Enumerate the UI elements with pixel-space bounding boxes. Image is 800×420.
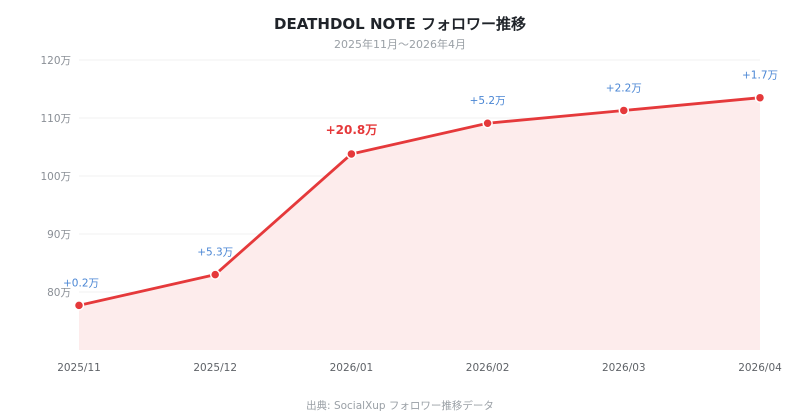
data-label: +0.2万 (63, 277, 99, 289)
source-note: 出典: SocialXup フォロワー推移データ (306, 399, 494, 412)
y-tick-label: 110万 (40, 113, 71, 125)
x-tick-label: 2025/11 (57, 362, 101, 374)
chart-title: DEATHDOL NOTE フォロワー推移 (274, 15, 526, 33)
data-point (482, 117, 493, 129)
area-path (79, 97, 760, 350)
data-labels: +0.2万 +5.3万 +20.8万 +5.2万 +2.2万 +1.7万 (63, 70, 778, 290)
data-label: +5.2万 (470, 95, 506, 107)
x-axis: 2025/11 2025/12 2026/01 2026/02 2026/03 2026/… (57, 362, 782, 374)
series-line-group (77, 96, 762, 307)
series-line (77, 96, 762, 307)
y-tick-label: 80万 (47, 287, 71, 299)
data-point (754, 92, 766, 103)
data-label: +1.7万 (742, 70, 778, 82)
chart-subtitle: 2025年11月～2026年4月 (334, 37, 466, 51)
y-tick-label: 120万 (40, 55, 71, 67)
data-point (346, 148, 357, 160)
data-point (618, 105, 630, 116)
x-tick-label: 2025/12 (193, 362, 237, 374)
data-point (209, 269, 221, 280)
x-tick-label: 2026/03 (602, 362, 646, 374)
data-label: +5.3万 (197, 247, 233, 259)
data-label: +2.2万 (606, 82, 642, 94)
data-points (73, 92, 766, 311)
data-label: +20.8万 (326, 123, 378, 137)
data-point (73, 300, 85, 311)
y-tick-label: 90万 (47, 229, 71, 241)
x-tick-label: 2026/02 (466, 362, 510, 374)
x-tick-label: 2026/04 (738, 362, 782, 374)
x-tick-label: 2026/01 (330, 362, 374, 374)
area-fill (79, 97, 760, 350)
y-axis: 80万 90万 100万 110万 120万 (40, 55, 71, 299)
y-tick-label: 100万 (40, 171, 71, 183)
